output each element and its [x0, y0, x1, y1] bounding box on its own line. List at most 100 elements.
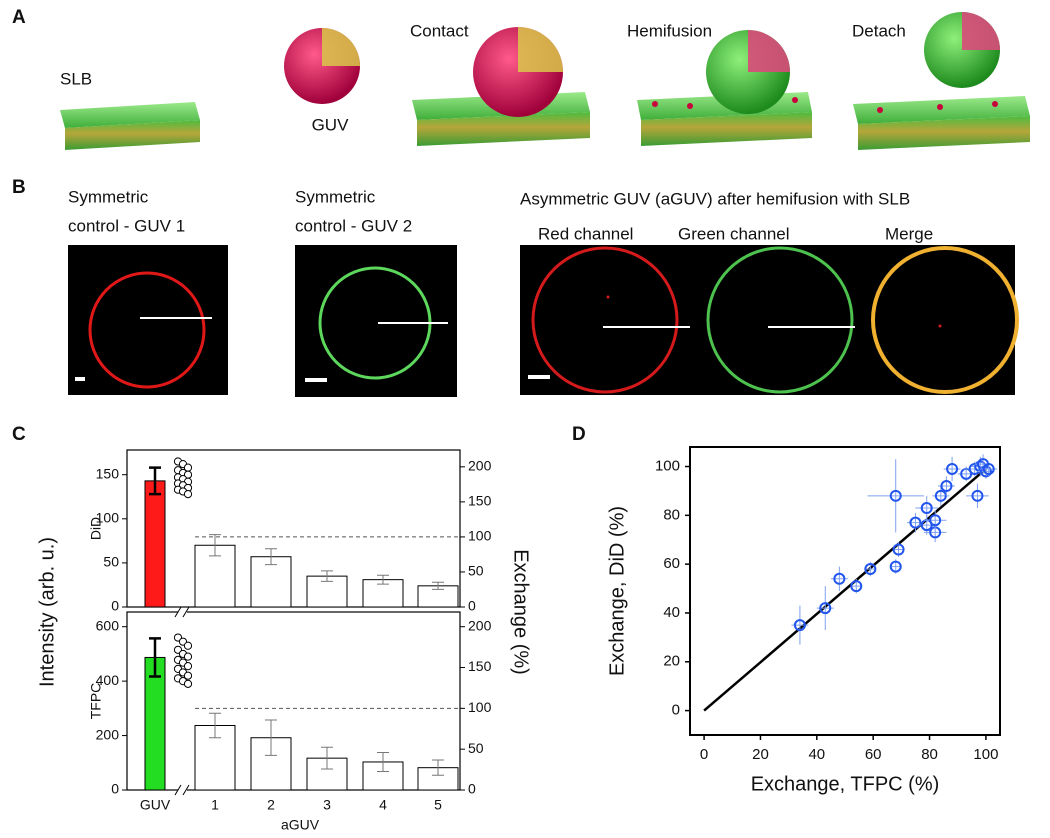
detach-illustration	[853, 12, 1030, 150]
data-point	[183, 641, 193, 650]
error-bar	[377, 751, 389, 772]
stage-label: GUV	[312, 115, 350, 134]
error-bar	[377, 574, 389, 585]
panel-d: D 0 20 40 60 80 100 0 20 40 60 80 100 Exchange, TFPC…	[572, 424, 1001, 795]
x-tick-label: 0	[700, 746, 708, 763]
x-tick-label: 4	[379, 797, 387, 813]
data-point	[971, 489, 984, 502]
data-point	[892, 543, 905, 556]
y2-tick-label: 100	[468, 528, 492, 544]
data-point	[819, 602, 832, 615]
y2-tick-label: 150	[468, 493, 492, 509]
error-bar	[432, 581, 444, 590]
bar	[250, 737, 292, 791]
channel-label: Red channel	[538, 224, 633, 243]
data-point	[929, 514, 942, 527]
x-tick-label: 5	[434, 797, 442, 813]
y2-tick-label: 50	[468, 563, 484, 579]
x-tick-label: 20	[752, 746, 769, 763]
x-tick-label: 80	[921, 746, 938, 763]
y-tick-label: 60	[663, 555, 680, 572]
x-tick-label: 3	[323, 797, 331, 813]
slb-illustration	[60, 102, 200, 150]
subplot-label: TFPC	[88, 683, 104, 720]
y-tick-label: 20	[663, 653, 680, 670]
y-tick-label: 0	[672, 702, 680, 719]
error-bar	[265, 719, 277, 756]
data-point	[793, 619, 806, 632]
plot-frame	[126, 449, 461, 608]
image-title: Symmetric	[295, 187, 376, 206]
error-bar	[149, 637, 161, 678]
x-tick-label: 40	[808, 746, 825, 763]
contact-illustration	[412, 27, 590, 146]
stage-label: Contact	[410, 21, 469, 40]
error-bar	[149, 466, 161, 496]
panel-label: A	[12, 7, 26, 28]
subplot-label: DiD	[88, 517, 104, 540]
image-title: control - GUV 1	[68, 216, 185, 235]
micrograph	[68, 245, 228, 395]
axis-break	[174, 784, 190, 796]
x-tick-label: 1	[211, 797, 219, 813]
data-point	[833, 572, 846, 585]
y2-tick-label: 200	[468, 617, 492, 633]
y2-axis-label: Exchange (%)	[510, 549, 532, 675]
x-axis-label: aGUV	[281, 817, 320, 833]
data-point	[183, 679, 193, 688]
y2-tick-label: 150	[468, 658, 492, 674]
micrograph	[520, 245, 1015, 395]
fit-line	[703, 468, 987, 712]
y-tick-label: 100	[655, 457, 680, 474]
data-point	[183, 671, 193, 680]
bar	[144, 480, 166, 608]
y-tick-label: 150	[96, 465, 120, 481]
data-point	[940, 480, 953, 493]
y-tick-label: 40	[663, 604, 680, 621]
panel-label: C	[12, 424, 26, 445]
data-point	[920, 502, 933, 515]
y-axis-label: Intensity (arb. u.)	[36, 537, 58, 687]
channel-label: Green channel	[678, 224, 790, 243]
error-bar	[209, 534, 221, 557]
data-point	[979, 465, 992, 478]
y2-tick-label: 50	[468, 740, 484, 756]
plot-frame	[689, 446, 1001, 736]
y-tick-label: 0	[111, 598, 119, 614]
y-tick-label: 80	[663, 506, 680, 523]
image-title: control - GUV 2	[295, 216, 412, 235]
panel-a: A SLB GUV Contact Hemifusion Detach	[12, 7, 1030, 150]
y-tick-label: 200	[96, 726, 120, 742]
y-axis-label: Exchange, DiD (%)	[606, 506, 628, 676]
hemifusion-illustration	[637, 30, 812, 146]
y-tick-label: 100	[96, 510, 120, 526]
panel-label: D	[572, 424, 586, 445]
data-point	[889, 560, 902, 573]
panel-label: B	[12, 177, 26, 198]
stage-label: Hemifusion	[627, 21, 712, 40]
stage-label: SLB	[60, 69, 92, 88]
panel-b: B Symmetric control - GUV 1 Symmetric co…	[12, 177, 1019, 397]
y2-tick-label: 200	[468, 458, 492, 474]
image-title: Asymmetric GUV (aGUV) after hemifusion w…	[520, 189, 910, 208]
data-point	[183, 652, 193, 661]
data-point	[909, 516, 922, 529]
channel-label: Merge	[885, 224, 933, 243]
data-point	[183, 490, 193, 499]
data-point	[982, 462, 995, 475]
y-tick-label: 50	[103, 554, 119, 570]
axis-break-gap	[178, 787, 187, 793]
axis-break	[174, 606, 190, 618]
data-point	[850, 580, 863, 593]
x-tick-label: GUV	[140, 797, 171, 813]
data-point	[946, 462, 959, 475]
y2-tick-label: 0	[468, 598, 476, 614]
x-tick-label: 100	[973, 746, 998, 763]
y2-tick-label: 100	[468, 699, 492, 715]
stage-label: Detach	[852, 21, 906, 40]
y-tick-label: 0	[111, 781, 119, 797]
error-bar	[209, 712, 221, 739]
y-tick-label: 400	[96, 672, 120, 688]
